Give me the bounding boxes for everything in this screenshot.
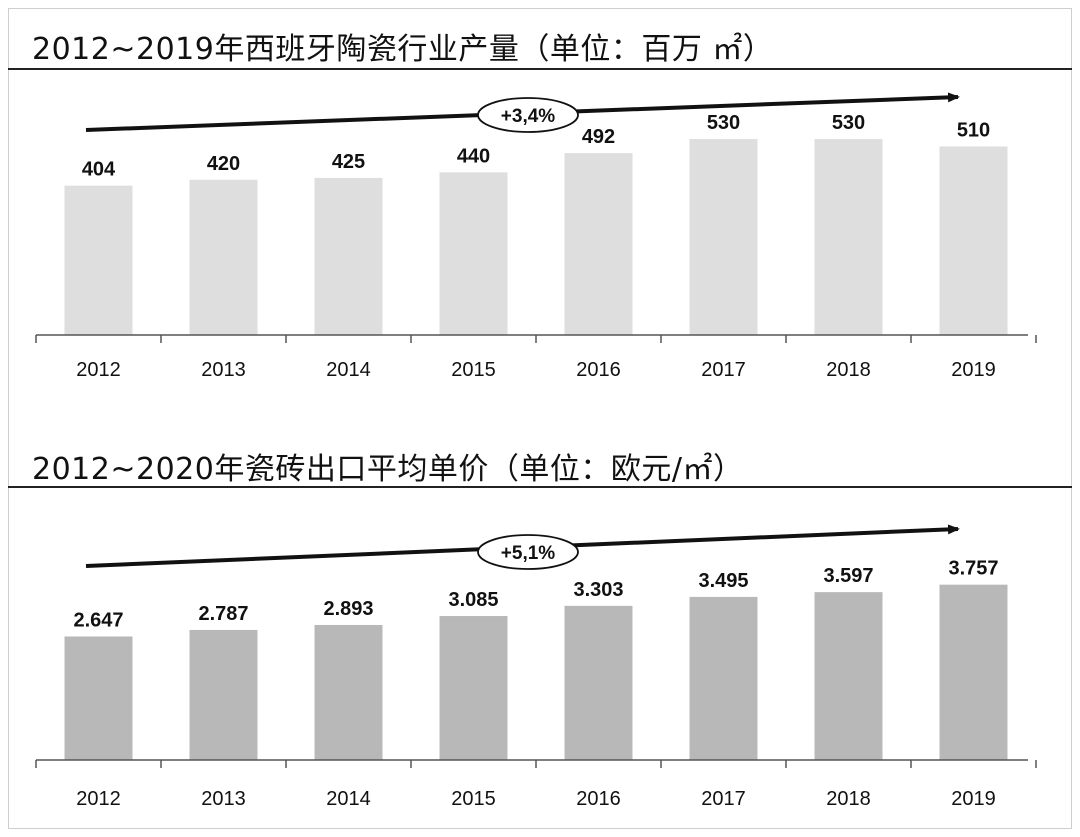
x-tick-label-2012: 2012 <box>76 788 121 810</box>
x-tick-label-2012: 2012 <box>76 359 121 381</box>
x-tick-label-2014: 2014 <box>326 359 371 381</box>
bar-2018 <box>814 139 883 335</box>
x-tick-label-2019: 2019 <box>951 359 996 381</box>
x-tick-label-2015: 2015 <box>451 359 496 381</box>
bar-2019 <box>939 146 1008 335</box>
cagr-label: +5,1% <box>501 543 556 564</box>
production-chart-title: 2012~2019年西班牙陶瓷行业产量（单位：百万 ㎡） <box>32 32 774 67</box>
cagr-label: +3,4% <box>501 106 556 127</box>
bar-2012 <box>64 636 133 760</box>
data-label-2015: 440 <box>457 145 490 167</box>
data-label-2017: 530 <box>707 112 740 134</box>
title-rule <box>8 486 1072 488</box>
x-tick-label-2013: 2013 <box>201 359 246 381</box>
data-label-2016: 492 <box>582 126 615 148</box>
data-label-2017: 3.495 <box>698 570 748 592</box>
bar-2018 <box>814 592 883 760</box>
export-price-chart-panel: 2012~2020年瓷砖出口平均单价（单位：欧元/㎡） 2.647 2.787 2.… <box>8 430 1072 830</box>
data-label-2015: 3.085 <box>448 589 498 611</box>
export-price-bar-chart: 2.647 2.787 2.893 3.085 3.303 3.495 3.597 3.757… <box>35 524 1037 810</box>
bar-2016 <box>564 153 633 335</box>
export-price-chart-title: 2012~2020年瓷砖出口平均单价（单位：欧元/㎡） <box>32 452 744 487</box>
x-tick-label-2019: 2019 <box>951 788 996 810</box>
data-label-2012: 404 <box>82 159 116 181</box>
x-tick-label-2013: 2013 <box>201 788 246 810</box>
x-tick-label-2015: 2015 <box>451 788 496 810</box>
cagr-badge <box>477 97 579 133</box>
x-tick-label-2017: 2017 <box>701 788 746 810</box>
bar-2013 <box>189 179 258 335</box>
figure-frame <box>8 8 1072 829</box>
production-bar-chart: 404 420 425 440 492 530 530 510 2012 2013 2014 201… <box>35 92 1037 381</box>
x-tick-label-2016: 2016 <box>576 359 621 381</box>
data-label-2019: 3.757 <box>948 558 998 580</box>
bar-2015 <box>439 616 508 760</box>
x-tick-label-2014: 2014 <box>326 788 371 810</box>
title-rule <box>8 68 1072 70</box>
bar-2013 <box>189 629 258 760</box>
bar-2016 <box>564 605 633 760</box>
cagr-badge <box>477 534 579 570</box>
bar-2015 <box>439 172 508 335</box>
data-label-2012: 2.647 <box>73 609 123 631</box>
data-label-2013: 420 <box>207 153 240 175</box>
bar-2017 <box>689 596 758 760</box>
bar-2017 <box>689 139 758 335</box>
data-label-2014: 425 <box>332 151 365 173</box>
bar-2014 <box>314 177 383 335</box>
bar-2014 <box>314 624 383 760</box>
data-label-2018: 3.597 <box>823 565 873 587</box>
production-chart-panel: 2012~2019年西班牙陶瓷行业产量（单位：百万 ㎡） 404 420 425 44… <box>8 8 1072 420</box>
data-label-2013: 2.787 <box>198 603 248 625</box>
bar-2019 <box>939 584 1008 760</box>
x-tick-label-2016: 2016 <box>576 788 621 810</box>
x-tick-label-2018: 2018 <box>826 788 871 810</box>
data-label-2019: 510 <box>957 119 990 141</box>
data-label-2018: 530 <box>832 112 865 134</box>
data-label-2016: 3.303 <box>573 579 623 601</box>
bar-2012 <box>64 185 133 335</box>
x-tick-label-2018: 2018 <box>826 359 871 381</box>
data-label-2014: 2.893 <box>323 598 373 620</box>
x-tick-label-2017: 2017 <box>701 359 746 381</box>
